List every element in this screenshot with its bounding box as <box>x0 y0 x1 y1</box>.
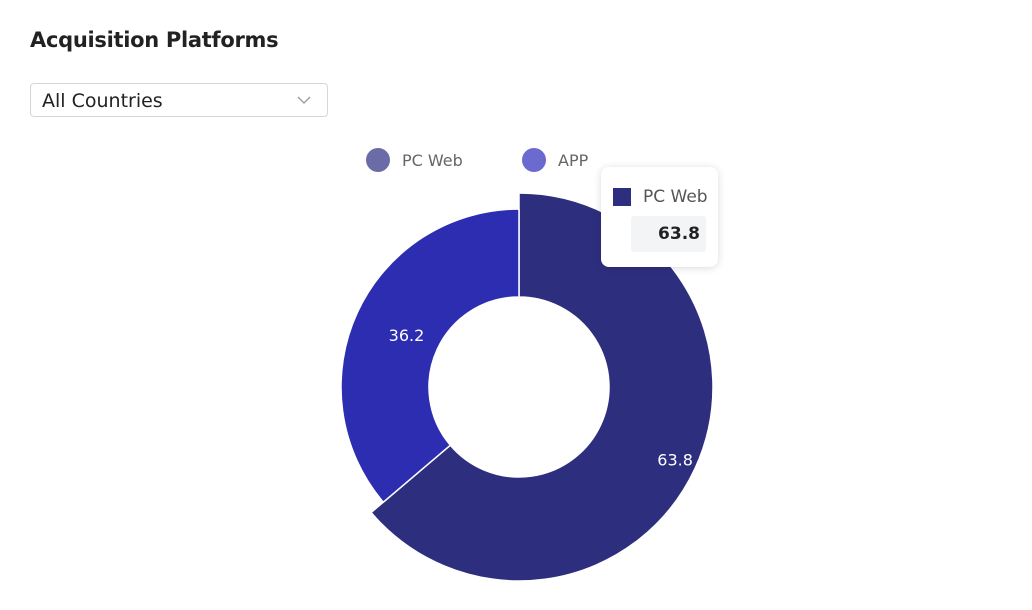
chart-legend: PC Web APP <box>0 148 1032 174</box>
legend-swatch-pc-web <box>366 148 390 172</box>
data-label-app: 36.2 <box>389 326 425 345</box>
page-title: Acquisition Platforms <box>30 28 279 52</box>
chart-tooltip: PC Web 63.8 <box>601 167 718 267</box>
data-label-pc-web: 63.8 <box>657 450 693 469</box>
legend-label-app: APP <box>558 150 589 170</box>
country-select[interactable]: All Countries <box>30 83 328 117</box>
legend-label-pc-web: PC Web <box>402 150 463 170</box>
chevron-down-icon <box>297 96 311 104</box>
legend-item-app[interactable]: APP <box>522 148 588 172</box>
tooltip-value: 63.8 <box>658 224 700 244</box>
tooltip-series-name: PC Web <box>643 187 708 207</box>
donut-slice-app[interactable] <box>340 208 520 503</box>
tooltip-value-box: 63.8 <box>631 216 706 252</box>
legend-item-pc-web[interactable]: PC Web <box>366 148 463 172</box>
donut-slice-pc-web[interactable] <box>370 192 714 582</box>
tooltip-swatch <box>613 188 631 206</box>
country-select-value: All Countries <box>42 90 163 112</box>
legend-swatch-app <box>522 148 546 172</box>
